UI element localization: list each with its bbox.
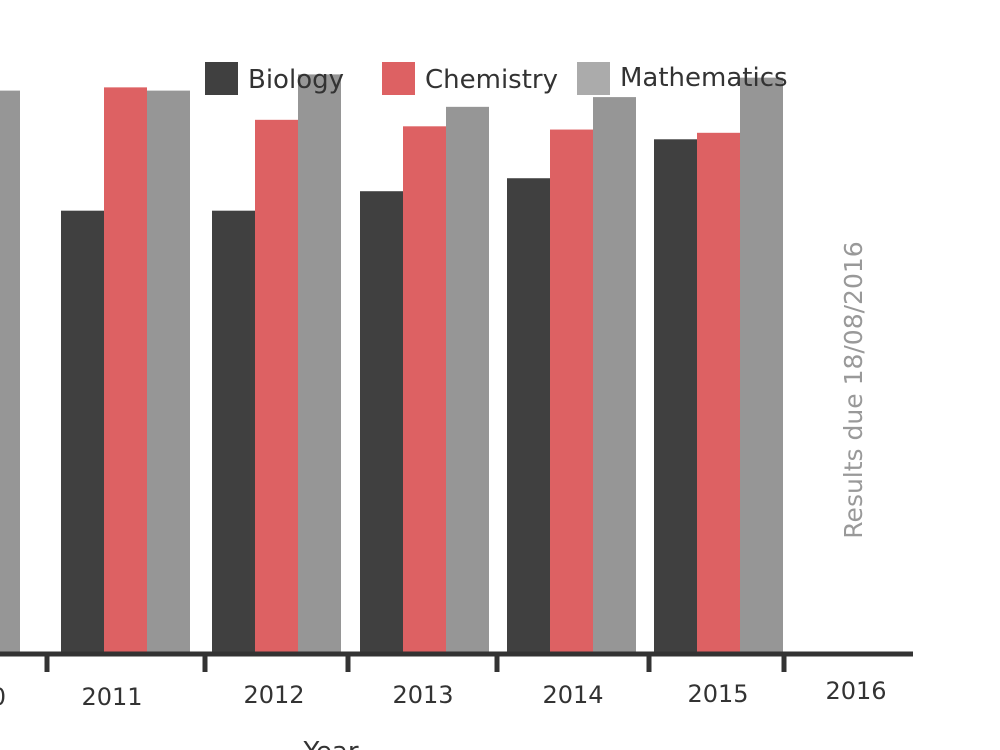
bar-mathematics-2013 [446, 106, 489, 653]
x-axis-ticks [44, 654, 787, 672]
bar-biology-2014 [507, 178, 550, 653]
bar-chemistry-2011 [104, 87, 147, 653]
bar-mathematics-2014 [593, 97, 636, 653]
legend: Biology Chemistry Mathematics [205, 62, 788, 95]
x-axis-title: Year [302, 737, 358, 750]
bar-biology-2013 [360, 191, 403, 652]
bars-group [0, 74, 783, 653]
legend-label-chemistry: Chemistry [425, 65, 558, 95]
bar-chemistry-2015 [697, 132, 740, 653]
legend-label-mathematics: Mathematics [620, 63, 788, 93]
bar-mathematics-2010 [0, 90, 20, 653]
x-axis-tick-labels: 0 2011 2012 2013 2014 2015 2016 [0, 677, 887, 711]
bar-chemistry-2012 [255, 119, 298, 652]
x-tick-label-partial: 0 [0, 683, 6, 711]
bar-chemistry-2013 [403, 126, 446, 652]
x-tick-label-2012: 2012 [243, 681, 304, 709]
bar-mathematics-2015 [740, 77, 783, 652]
bar-biology-2015 [654, 139, 697, 653]
bar-biology-2012 [212, 210, 255, 652]
x-tick-label-2011: 2011 [81, 683, 142, 711]
x-tick-label-2016: 2016 [825, 677, 886, 705]
legend-swatch-biology [205, 62, 238, 95]
x-tick-label-2015: 2015 [687, 680, 748, 708]
x-tick-label-2013: 2013 [392, 681, 453, 709]
bar-chemistry-2014 [550, 129, 593, 652]
x-tick-label-2014: 2014 [542, 681, 603, 709]
legend-swatch-mathematics [577, 62, 610, 95]
legend-swatch-chemistry [382, 62, 415, 95]
bar-mathematics-2011 [147, 90, 190, 653]
legend-label-biology: Biology [248, 65, 344, 95]
annotation-results-due: Results due 18/08/2016 [839, 241, 868, 538]
bar-mathematics-2012 [298, 74, 341, 652]
bar-biology-2011 [61, 210, 104, 652]
